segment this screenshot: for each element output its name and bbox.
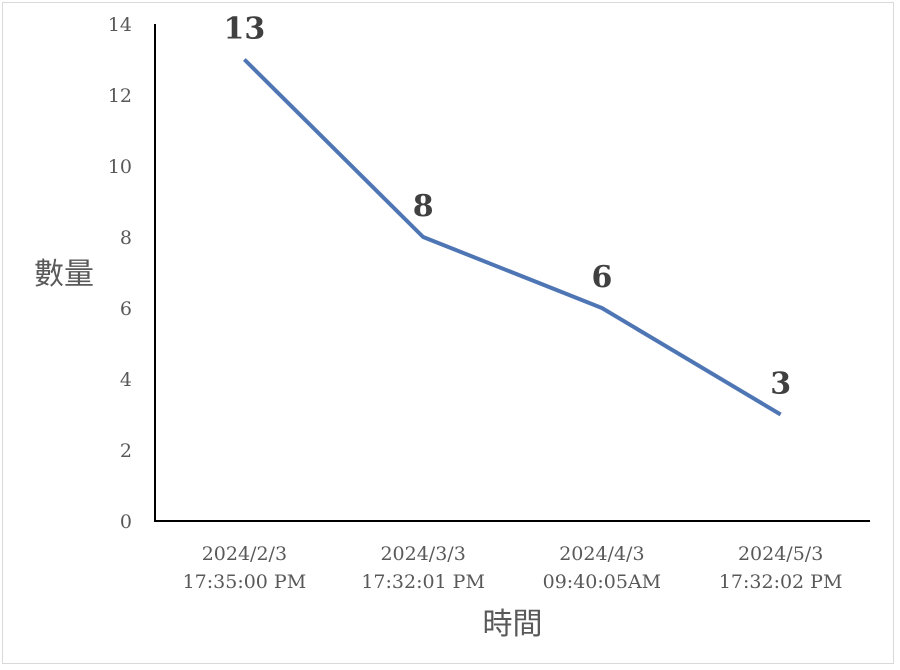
data-label: 3	[770, 367, 791, 402]
x-axis-title: 時間	[483, 607, 543, 642]
y-tick-label: 4	[120, 369, 132, 391]
x-axis-ticks: 2024/2/3 17:35:00 PM 2024/3/3 17:32:01 PM 20…	[183, 543, 843, 593]
chart-frame	[2, 2, 894, 664]
data-label: 8	[413, 189, 434, 224]
y-axis-ticks: 0 2 4 6 8 10 12 14	[108, 14, 132, 533]
x-tick-label: 2024/2/3 17:35:00 PM	[183, 543, 307, 593]
y-tick-label: 14	[108, 14, 132, 36]
y-tick-label: 0	[120, 511, 132, 533]
y-tick-label: 8	[120, 227, 132, 249]
y-tick-label: 2	[120, 440, 132, 462]
y-tick-label: 10	[108, 156, 132, 178]
data-label: 13	[224, 12, 266, 47]
series-line	[242, 58, 782, 417]
y-tick-label: 12	[108, 85, 132, 107]
x-tick-label: 2024/3/3 17:32:01 PM	[361, 543, 485, 593]
y-axis-title: 數量	[34, 257, 94, 292]
x-tick-label: 2024/4/3 09:40:05AM	[543, 543, 662, 593]
data-labels: 13 8 6 3	[224, 12, 792, 402]
data-label: 6	[591, 260, 612, 295]
x-tick-label: 2024/5/3 17:32:02 PM	[719, 543, 843, 593]
y-tick-label: 6	[120, 298, 132, 320]
